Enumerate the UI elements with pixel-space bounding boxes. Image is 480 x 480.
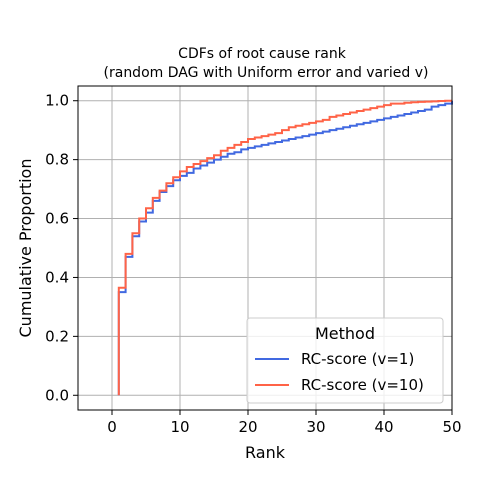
legend-box bbox=[246, 317, 444, 404]
y-axis-label: Cumulative Proportion bbox=[16, 159, 35, 338]
series-lines bbox=[117, 99, 453, 396]
y-tick-label: 0.8 bbox=[45, 151, 69, 169]
x-tick-label: 0 bbox=[107, 418, 117, 436]
x-tick-label: 50 bbox=[442, 418, 461, 436]
y-tick-label: 0.2 bbox=[45, 327, 69, 345]
y-tick-label: 0.4 bbox=[45, 268, 69, 286]
x-tick-label: 40 bbox=[374, 418, 393, 436]
y-tick-label: 1.0 bbox=[45, 92, 69, 110]
axis-ticks: 0 10 20 30 40 50 0.0 0.2 0.4 0.6 0.8 1.0 bbox=[45, 92, 461, 436]
legend-title: Method bbox=[315, 324, 375, 343]
x-tick-label: 30 bbox=[306, 418, 325, 436]
x-axis-label: Rank bbox=[245, 443, 286, 462]
x-tick-label: 20 bbox=[238, 418, 257, 436]
x-tick-label: 10 bbox=[170, 418, 189, 436]
legend-label-series-1: RC-score (v=1) bbox=[301, 350, 414, 368]
series-line-2 bbox=[117, 99, 452, 396]
legend-label-series-2: RC-score (v=10) bbox=[301, 376, 424, 394]
plot-frame bbox=[77, 85, 453, 411]
y-tick-label: 0.0 bbox=[45, 386, 69, 404]
chart-title-line2: (random DAG with Uniform error and varie… bbox=[104, 65, 429, 81]
y-tick-label: 0.6 bbox=[45, 210, 69, 228]
chart-title-line1: CDFs of root cause rank bbox=[178, 46, 347, 62]
legend: Method RC-score (v=1) RC-score (v=10) bbox=[246, 317, 444, 404]
